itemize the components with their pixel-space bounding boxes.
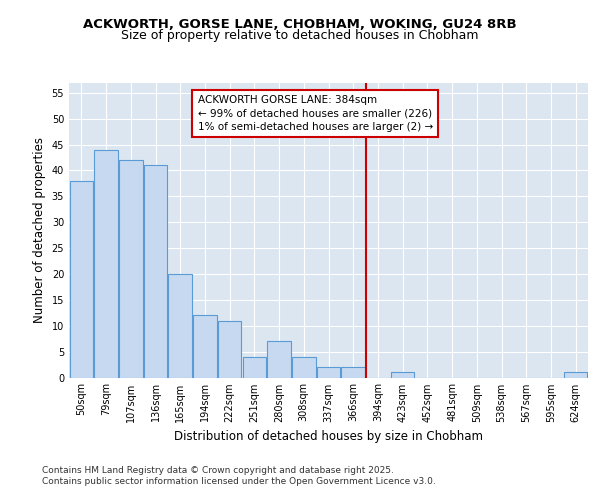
Bar	[94, 150, 118, 378]
Bar	[341, 367, 365, 378]
Bar	[218, 320, 241, 378]
Bar	[144, 166, 167, 378]
Text: ACKWORTH GORSE LANE: 384sqm
← 99% of detached houses are smaller (226)
1% of sem: ACKWORTH GORSE LANE: 384sqm ← 99% of det…	[197, 96, 433, 132]
Text: ACKWORTH, GORSE LANE, CHOBHAM, WOKING, GU24 8RB: ACKWORTH, GORSE LANE, CHOBHAM, WOKING, G…	[83, 18, 517, 30]
Bar	[193, 316, 217, 378]
Bar	[292, 357, 316, 378]
Bar	[391, 372, 415, 378]
Text: Contains HM Land Registry data © Crown copyright and database right 2025.: Contains HM Land Registry data © Crown c…	[42, 466, 394, 475]
Bar	[70, 181, 93, 378]
Bar	[317, 367, 340, 378]
Bar	[242, 357, 266, 378]
Bar	[564, 372, 587, 378]
Bar	[268, 342, 291, 378]
Bar	[119, 160, 143, 378]
Text: Size of property relative to detached houses in Chobham: Size of property relative to detached ho…	[121, 28, 479, 42]
X-axis label: Distribution of detached houses by size in Chobham: Distribution of detached houses by size …	[174, 430, 483, 443]
Text: Contains public sector information licensed under the Open Government Licence v3: Contains public sector information licen…	[42, 477, 436, 486]
Y-axis label: Number of detached properties: Number of detached properties	[33, 137, 46, 323]
Bar	[169, 274, 192, 378]
